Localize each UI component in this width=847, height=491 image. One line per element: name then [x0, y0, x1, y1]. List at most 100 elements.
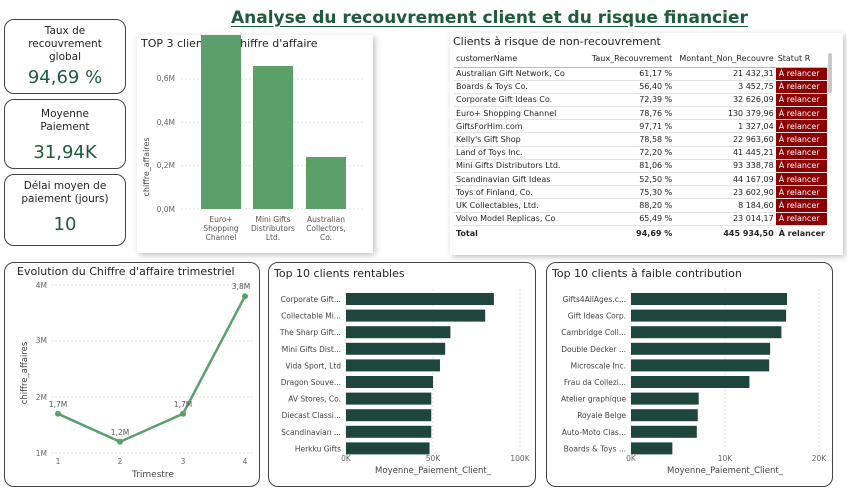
kpi-card-taux-recouvrement[interactable]: Taux de recouvrement global 94,69 %: [4, 19, 126, 94]
data-point[interactable]: [242, 293, 248, 300]
status-badge: À relancer: [775, 172, 827, 187]
bar[interactable]: [346, 342, 446, 355]
x-tick-label-line: Collectors,: [306, 224, 346, 233]
category-label: Gifts4AllAges.c...: [563, 295, 626, 304]
category-label: AV Stores, Co.: [288, 395, 341, 404]
risk-table: customerName Taux_Recouvrement Montant_N…: [454, 51, 827, 241]
y-tick-label: 2M: [36, 393, 47, 402]
column-header[interactable]: Montant_Non_Recouvre: [674, 51, 776, 68]
top10-rentables-panel[interactable]: Top 10 clients rentables 0K 50K 100K Moy…: [268, 262, 536, 487]
column-header[interactable]: customerName: [454, 51, 590, 68]
kpi-card-moyenne-paiement[interactable]: Moyenne Paiement 31,94K: [4, 99, 126, 169]
data-point[interactable]: [117, 438, 123, 445]
table-cell: 88,20 %: [589, 198, 675, 213]
table-cell: 61,17 %: [589, 67, 675, 81]
data-point[interactable]: [55, 410, 61, 417]
bar[interactable]: [631, 342, 771, 355]
bar[interactable]: [631, 309, 787, 322]
table-row[interactable]: UK Collectables, Ltd. 88,20 % 8 184,60 À re…: [454, 198, 827, 213]
total-cell: 445 934,50: [674, 224, 776, 241]
column-header-sorted[interactable]: Statut R: [775, 51, 827, 68]
top10-faible-panel[interactable]: Top 10 clients à faible contribution 0K …: [546, 262, 833, 487]
table-cell: Kelly's Gift Shop: [454, 132, 590, 147]
bar[interactable]: [346, 376, 433, 388]
bar[interactable]: [346, 442, 430, 455]
table-cell: 23 014,17: [674, 212, 776, 226]
bar[interactable]: [631, 442, 673, 455]
table-cell: 93 338,78: [674, 159, 776, 174]
table-row[interactable]: Boards & Toys Co. 56,40 % 3 452,75 À relanc…: [454, 80, 827, 94]
bar[interactable]: [346, 293, 494, 305]
table-row[interactable]: Australian Gift Network, Co 61,17 % 21 432…: [454, 67, 827, 81]
status-badge: À relancer: [775, 106, 827, 121]
category-label: Gift Ideas Corp.: [568, 312, 626, 321]
table-cell: 78,58 %: [589, 132, 675, 147]
chart-title: Evolution du Chiffre d'affaire trimestri…: [17, 265, 235, 278]
bar[interactable]: [631, 425, 697, 438]
y-tick-label: 1M: [36, 449, 47, 458]
table-cell: Boards & Toys Co.: [454, 80, 590, 94]
bar[interactable]: [253, 66, 293, 209]
bar[interactable]: [306, 157, 346, 209]
category-label: Scandinavian ...: [281, 428, 341, 437]
column-header[interactable]: Taux_Recouvrement: [589, 51, 675, 68]
risk-table-panel[interactable]: Clients à risque de non-recouvrement cus…: [450, 33, 843, 255]
x-tick-label: Euro+ Shopping Channel Mini Gifts Distri…: [203, 215, 345, 242]
data-label: 3,8M: [232, 282, 250, 291]
x-tick-label: 4: [243, 457, 248, 466]
table-row[interactable]: Euro+ Shopping Channel 78,76 % 130 379,96 À…: [454, 106, 827, 121]
evolution-chart-panel[interactable]: Evolution du Chiffre d'affaire trimestri…: [4, 262, 260, 487]
x-tick-label-line: Ltd.: [266, 233, 280, 242]
table-cell: 75,30 %: [589, 185, 675, 200]
y-tick-label: 0,6M: [157, 74, 175, 83]
bar[interactable]: [631, 376, 750, 388]
evolution-line-chart: chiffre_affaires Trimestre 1M 2M 3M 4M 1…: [20, 281, 253, 480]
bar[interactable]: [346, 326, 451, 339]
table-row[interactable]: Volvo Model Replicas, Co 65,49 % 23 014,17…: [454, 212, 827, 226]
kpi-label-line: Moyenne: [41, 108, 89, 120]
x-tick-label: 50K: [426, 454, 442, 463]
bar[interactable]: [201, 35, 241, 210]
kpi-card-delai-moyen[interactable]: Délai moyen de paiement (jours) 10: [4, 174, 126, 246]
bar[interactable]: [631, 359, 770, 372]
table-row[interactable]: GiftsForHim.com 97,71 % 1 327,04 À relancer: [454, 119, 827, 134]
bar[interactable]: [631, 326, 782, 339]
data-point[interactable]: [180, 410, 186, 417]
y-tick-label: 4M: [36, 281, 47, 290]
table-cell: 41 445,21: [674, 146, 776, 160]
table-cell: 78,76 %: [589, 106, 675, 121]
table-row[interactable]: Land of Toys Inc. 72,20 % 41 445,21 À relan…: [454, 146, 827, 160]
table-cell: 72,20 %: [589, 146, 675, 160]
bar[interactable]: [631, 392, 699, 405]
kpi-label-line: paiement (jours): [21, 193, 109, 205]
table-cell: 1 327,04: [674, 119, 776, 134]
table-cell: 72,39 %: [589, 93, 675, 108]
table-row[interactable]: Kelly's Gift Shop 78,58 % 22 963,60 À relan…: [454, 132, 827, 147]
bar[interactable]: [346, 359, 440, 372]
table-cell: 21 432,31: [674, 67, 776, 81]
table-scrollbar[interactable]: [828, 53, 832, 93]
table-row[interactable]: Scandinavian Gift Ideas 52,50 % 44 167,09 À…: [454, 172, 827, 187]
bar[interactable]: [346, 409, 432, 422]
table-row[interactable]: Corporate Gift Ideas Co. 72,39 % 32 626,09…: [454, 93, 827, 108]
table-cell: Volvo Model Replicas, Co: [454, 212, 590, 226]
category-label: Herkku Gifts: [295, 444, 341, 453]
table-row[interactable]: Mini Gifts Distributors Ltd. 81,06 % 93 33…: [454, 159, 827, 174]
bar[interactable]: [346, 425, 432, 438]
bar[interactable]: [631, 293, 788, 305]
status-badge: À relancer: [775, 185, 827, 200]
data-label: 1,7M: [49, 400, 67, 409]
table-cell: 23 602,90: [674, 185, 776, 200]
kpi-value: 31,94K: [33, 142, 97, 163]
x-tick-label: 0K: [341, 454, 352, 463]
top3-chart-panel[interactable]: TOP 3 client par Chiffre d'affaire chiff…: [137, 35, 373, 253]
x-axis-label: Moyenne_Paiement_Client_: [375, 466, 492, 476]
table-cell: Australian Gift Network, Co: [454, 67, 590, 81]
bar[interactable]: [346, 392, 432, 405]
category-label: Vida Sport, Ltd: [285, 361, 341, 370]
bar[interactable]: [631, 409, 698, 422]
x-tick-label-line: Channel: [206, 233, 237, 242]
table-cell: Mini Gifts Distributors Ltd.: [454, 159, 590, 174]
bar[interactable]: [346, 309, 486, 322]
table-row[interactable]: Toys of Finland, Co. 75,30 % 23 602,90 À re…: [454, 185, 827, 200]
